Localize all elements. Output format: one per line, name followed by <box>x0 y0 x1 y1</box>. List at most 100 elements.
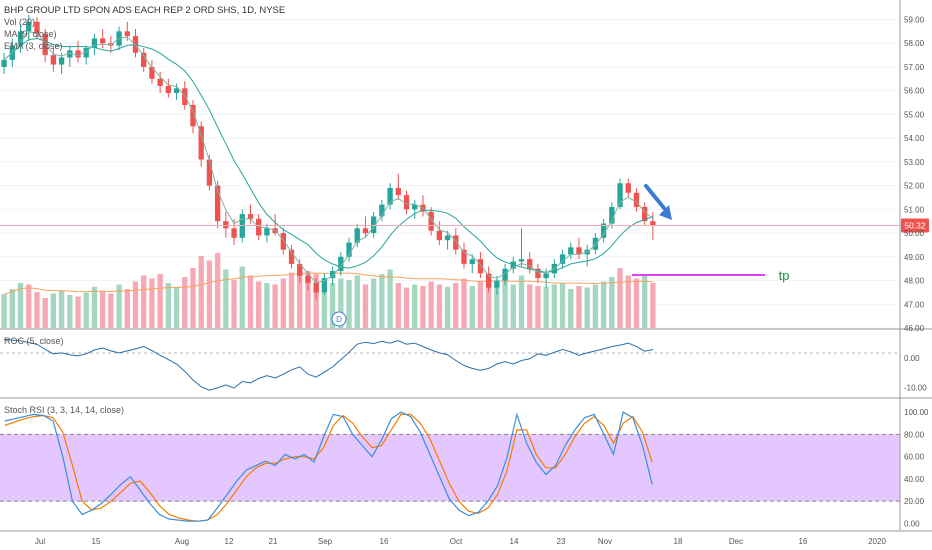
price-tick-label: 50.00 <box>904 229 925 238</box>
candle-body <box>214 185 221 222</box>
candle-body <box>395 187 401 196</box>
candle-body <box>190 104 196 127</box>
down-arrow-icon <box>644 184 672 220</box>
volume-bar <box>535 286 541 328</box>
price-tick-label: 58.00 <box>904 39 925 48</box>
candle-body <box>453 235 459 250</box>
stoch-d-line <box>4 413 653 522</box>
volume-bar <box>650 283 656 328</box>
candle-body <box>313 282 319 293</box>
candle-body <box>354 228 360 243</box>
candle-body <box>206 159 213 186</box>
dividend-marker: D <box>331 311 347 327</box>
candle-body <box>428 211 434 231</box>
candle-body <box>625 183 631 193</box>
volume-bar <box>165 283 172 328</box>
volume-bar <box>182 277 188 328</box>
time-axis: Jul 15 Aug 12 21 Sep 16 Oct 14 23 Nov 18 Dec 16 2020 <box>35 537 887 546</box>
volume-bar <box>99 291 106 328</box>
volume-bar <box>91 286 98 328</box>
header: BHP GROUP LTD SPON ADS EACH REP 2 ORD SH… <box>4 5 285 51</box>
volume-bar <box>288 272 295 328</box>
stoch-panel: Stoch RSI (3, 3, 14, 14, close) <box>0 405 900 522</box>
price-tick-label: 53.00 <box>904 158 925 167</box>
stoch-k-line <box>4 411 653 522</box>
candle-body <box>477 259 484 274</box>
volume-bar <box>297 266 303 328</box>
roc-tick-label: 0.00 <box>904 354 920 363</box>
volume-bar <box>551 284 558 328</box>
candle-body <box>469 259 475 264</box>
volume-bar <box>485 274 492 328</box>
candle-body <box>321 278 328 293</box>
candle-body <box>485 273 492 288</box>
volume-bar <box>420 286 426 328</box>
price-tick-label: 46.00 <box>904 324 925 333</box>
ma-line <box>3 37 654 273</box>
candle-body <box>58 57 65 65</box>
volume-bar <box>592 284 599 328</box>
candle-body <box>370 216 377 234</box>
roc-tick-label: -10.00 <box>904 383 927 392</box>
indicator-vol: Vol (20) <box>4 17 35 27</box>
stoch-axis: 100.00 80.00 60.00 40.00 20.00 0.00 <box>904 408 929 528</box>
candle-body <box>461 249 467 264</box>
ema-line <box>3 31 654 284</box>
candle-body <box>99 38 106 44</box>
volume-bar <box>280 278 287 328</box>
volume-bar <box>256 281 262 328</box>
candle-body <box>387 187 393 205</box>
time-tick-label: 15 <box>92 537 101 546</box>
volume-bar <box>395 283 401 328</box>
volume-bar <box>379 274 385 328</box>
time-tick-label: Nov <box>598 537 612 546</box>
candle-body <box>173 88 180 94</box>
volume-bar <box>518 275 525 328</box>
price-tick-label: 52.00 <box>904 182 925 191</box>
stoch-tick-label: 100.00 <box>904 408 929 417</box>
volume-bar <box>108 293 114 328</box>
roc-line <box>4 338 654 391</box>
volume-bar <box>428 281 434 328</box>
dividend-marker-label: D <box>336 315 342 324</box>
volume-bar <box>370 278 377 328</box>
candle-body <box>494 280 500 288</box>
last-price-label: 50.32 <box>904 220 926 230</box>
volume-bar <box>231 280 237 328</box>
volume-bar <box>568 289 574 328</box>
candle-body <box>510 261 516 269</box>
volume-bar <box>338 278 344 328</box>
volume-bar <box>412 284 418 328</box>
time-tick-label: 18 <box>674 537 683 546</box>
stoch-title: Stoch RSI (3, 3, 14, 14, close) <box>4 405 124 415</box>
candle-body <box>329 271 336 279</box>
candle-body <box>264 228 270 236</box>
candle-body <box>231 228 237 238</box>
candle-body <box>592 237 599 250</box>
stoch-tick-label: 40.00 <box>904 475 925 484</box>
volume-bar <box>75 296 81 328</box>
time-tick-label: Sep <box>318 537 333 546</box>
candle-body <box>346 242 352 257</box>
volume-bar <box>362 284 369 328</box>
volume-bar <box>157 274 163 328</box>
volume-bar <box>625 275 631 328</box>
volume-bar <box>239 266 245 328</box>
volume-bar <box>510 284 516 328</box>
candle-body <box>280 233 287 250</box>
candle-body <box>444 235 451 241</box>
volume-bar <box>403 287 410 328</box>
volume-bar <box>559 283 566 328</box>
candle-body <box>338 256 344 272</box>
volume-bars <box>1 253 656 328</box>
volume-bar <box>543 286 549 328</box>
volume-bar <box>313 274 319 328</box>
candle-body <box>157 78 163 86</box>
last-price-tag: 50.32 <box>901 218 929 233</box>
time-tick-label: Aug <box>175 537 189 546</box>
volume-bar <box>116 284 122 328</box>
volume-bar <box>527 284 533 328</box>
candle-body <box>502 268 508 281</box>
price-tick-label: 55.00 <box>904 110 925 119</box>
